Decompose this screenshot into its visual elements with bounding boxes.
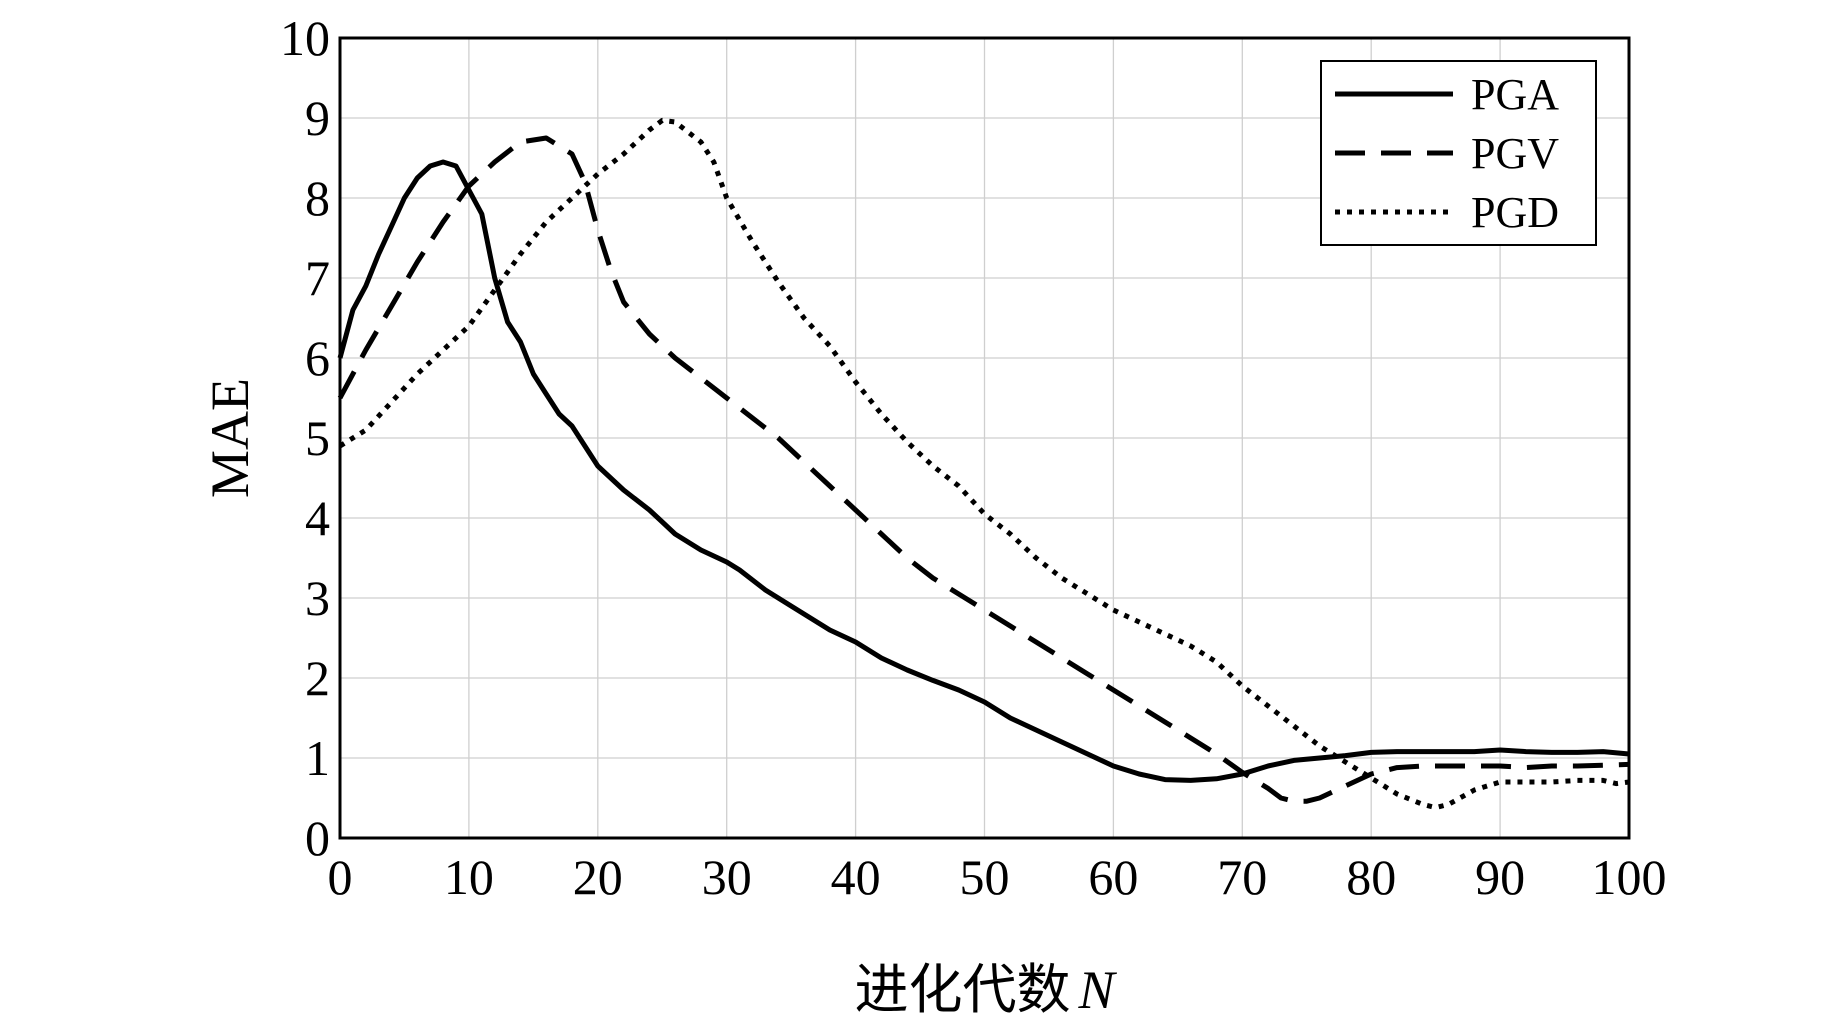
y-tick-label: 7: [305, 250, 330, 306]
tick-labels: 0 10 20 30 40 50 60 70 80 90 100 0 1 2 3 4 5 6 7 8 9 10: [280, 10, 1667, 905]
series-lines: [337, 117, 1630, 811]
x-tick-label: 40: [831, 849, 881, 905]
x-tick-label: 20: [573, 849, 623, 905]
y-tick-label: 5: [305, 410, 330, 466]
x-tick-label: 10: [444, 849, 494, 905]
x-tick-label: 30: [702, 849, 752, 905]
x-axis-title: 进化代数 N: [854, 960, 1117, 1020]
x-tick-label: 50: [960, 849, 1010, 905]
y-tick-label: 4: [305, 490, 330, 546]
x-tick-label: 0: [328, 849, 353, 905]
y-tick-label: 9: [305, 90, 330, 146]
x-axis-title-main: 进化代数: [854, 960, 1070, 1020]
legend: PGA PGV PGD: [1320, 60, 1597, 246]
y-tick-label: 6: [305, 330, 330, 386]
y-tick-label: 3: [305, 570, 330, 626]
plot-frame: [338, 36, 1631, 840]
x-tick-label: 100: [1592, 849, 1667, 905]
y-tick-label: 10: [280, 10, 330, 66]
legend-label-pgv: PGV: [1471, 129, 1559, 178]
y-tick-label: 8: [305, 170, 330, 226]
y-tick-label: 2: [305, 650, 330, 706]
legend-label-pgd: PGD: [1471, 188, 1559, 237]
x-tick-label: 90: [1475, 849, 1525, 905]
y-axis-title: MAE: [200, 378, 260, 498]
x-tick-label: 80: [1346, 849, 1396, 905]
y-tick-label: 1: [305, 730, 330, 786]
y-tick-label: 0: [305, 810, 330, 866]
legend-items: PGA PGV PGD: [1335, 70, 1559, 237]
x-tick-label: 60: [1088, 849, 1138, 905]
series-line-pgv: [337, 135, 1630, 804]
series-line-pga: [337, 159, 1630, 783]
legend-label-pga: PGA: [1471, 70, 1559, 119]
x-axis-title-var: N: [1077, 960, 1117, 1020]
x-tick-label: 70: [1217, 849, 1267, 905]
